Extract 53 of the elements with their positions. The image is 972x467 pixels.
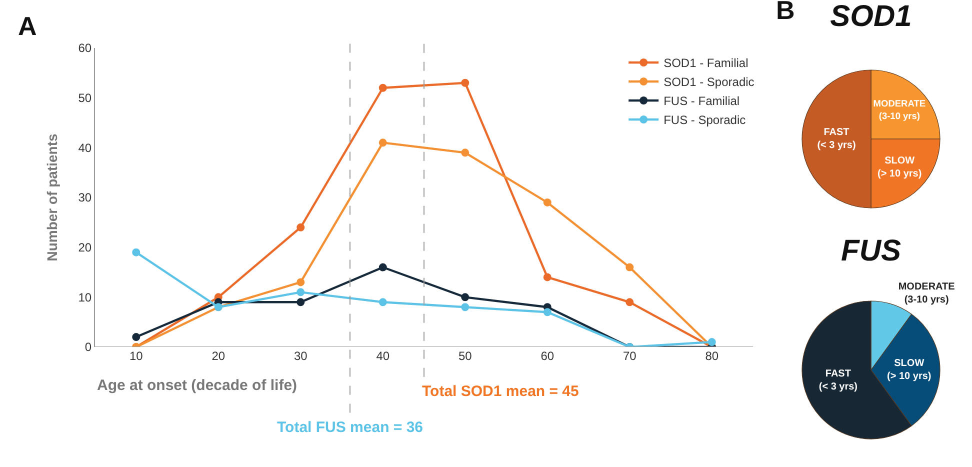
x-tick-label: 40: [376, 349, 390, 363]
chart-title: FUS: [841, 234, 901, 268]
point: [296, 298, 305, 306]
point: [132, 248, 140, 256]
slice-label: MODERATE (3-10 yrs): [898, 282, 956, 306]
slice-label: SLOW (> 10 yrs): [887, 358, 932, 382]
legend-label: FUS - Familial: [664, 94, 740, 108]
legend-label: SOD1 - Familial: [664, 56, 748, 70]
y-tick-label: 20: [78, 240, 92, 255]
ref-line-label: Total SOD1 mean = 45: [422, 383, 579, 400]
slice-label: SLOW (> 10 yrs): [877, 156, 922, 180]
y-tick-label: 30: [78, 190, 92, 205]
y-tick-label: 50: [78, 91, 92, 106]
y-tick-label: 10: [78, 290, 92, 304]
point: [461, 303, 470, 312]
point: [708, 338, 716, 346]
chart-title: SOD1: [830, 0, 912, 33]
legend-label: SOD1 - Sporadic: [664, 75, 754, 90]
slice-label: FAST (< 3 yrs): [818, 368, 858, 393]
point: [626, 263, 634, 272]
x-tick-label: 70: [622, 349, 637, 363]
x-tick-label: 10: [129, 349, 144, 363]
point: [378, 298, 387, 306]
legend-label: FUS - Sporadic: [664, 113, 746, 128]
slice-label: FAST (< 3 yrs): [817, 127, 856, 151]
x-tick-label: 60: [540, 349, 554, 363]
y-tick-label: 0: [84, 340, 92, 354]
y-axis-title: Number of patients: [44, 134, 60, 262]
text: B: [776, 0, 795, 25]
point: [296, 223, 305, 232]
slice-label: MODERATE (3-10 yrs): [873, 98, 926, 121]
x-tick-label: 30: [294, 349, 308, 363]
x-tick-label: 80: [705, 349, 719, 363]
point: [296, 288, 305, 296]
x-axis-title: Age at onset (decade of life): [97, 377, 298, 394]
point: [296, 278, 305, 286]
y-tick-label: 60: [78, 41, 92, 56]
point: [378, 263, 387, 272]
x-tick-label: 20: [212, 349, 226, 363]
x-tick-label: 50: [458, 349, 472, 363]
point: [378, 84, 387, 92]
y-tick-label: 40: [78, 140, 92, 155]
ref-line-label: Total FUS mean = 36: [277, 419, 424, 436]
point: [543, 273, 552, 282]
point: [543, 198, 552, 206]
point: [378, 138, 387, 147]
point: [132, 333, 140, 342]
point: [461, 78, 470, 87]
point: [626, 298, 634, 306]
point: [461, 148, 470, 157]
text: A: [18, 11, 37, 41]
point: [461, 293, 470, 302]
point: [543, 308, 552, 316]
